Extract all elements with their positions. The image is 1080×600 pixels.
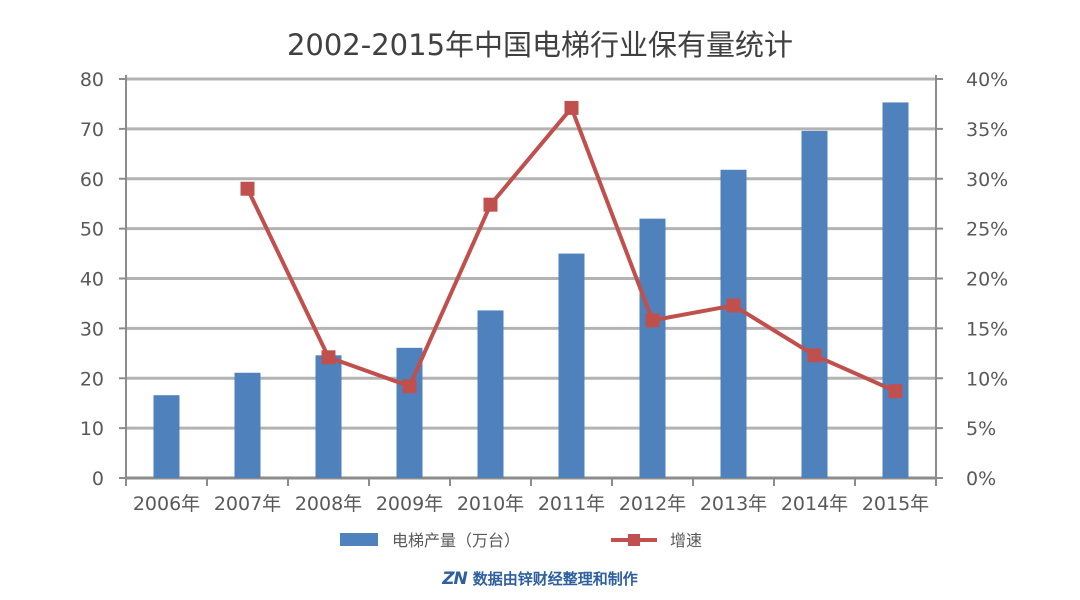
y-left-tick-label: 40 [80, 269, 104, 291]
y-right-tick-label: 0% [966, 468, 996, 490]
y-right-tick-label: 25% [966, 219, 1008, 241]
y-right-tick-label: 35% [966, 119, 1008, 141]
y-left-tick-label: 20 [80, 368, 104, 390]
legend-bar-swatch [340, 533, 378, 546]
y-left-tick-label: 30 [80, 318, 104, 340]
x-tick-label: 2011年 [538, 493, 605, 515]
growth-point [240, 181, 255, 196]
x-tick-label: 2013年 [700, 493, 767, 515]
x-tick-label: 2009年 [376, 493, 443, 515]
chart-legend: 电梯产量（万台） 增速 [0, 524, 1080, 554]
bar [477, 310, 504, 478]
y-left-tick-label: 80 [80, 69, 104, 91]
growth-point [402, 379, 417, 394]
y-left-tick-label: 0 [92, 468, 104, 490]
bar [558, 253, 585, 478]
y-right-tick-label: 5% [966, 418, 996, 440]
y-left-tick-label: 70 [80, 119, 104, 141]
growth-point [321, 350, 336, 365]
growth-point [645, 313, 660, 328]
bar [720, 169, 747, 478]
bar [882, 102, 909, 478]
growth-point [726, 298, 741, 313]
x-tick-label: 2010年 [457, 493, 524, 515]
y-right-tick-label: 15% [966, 318, 1008, 340]
y-left-tick-label: 10 [80, 418, 104, 440]
legend-bar-label: 电梯产量（万台） [392, 531, 521, 550]
y-right-tick-label: 10% [966, 368, 1008, 390]
legend-line-label: 增速 [670, 531, 703, 550]
growth-point [888, 384, 903, 399]
y-right-tick-label: 20% [966, 269, 1008, 291]
x-tick-label: 2007年 [214, 493, 281, 515]
bar [801, 130, 828, 478]
chart-title: 2002-2015年中国电梯行业保有量统计 [286, 28, 794, 62]
x-tick-label: 2012年 [619, 493, 686, 515]
x-tick-label: 2008年 [295, 493, 362, 515]
credit-text: 数据由锌财经整理和制作 [472, 570, 638, 588]
x-tick-label: 2015年 [862, 493, 929, 515]
bar [234, 372, 261, 478]
legend-line-swatch [611, 534, 657, 546]
source-credit: ZN 数据由锌财经整理和制作 [0, 568, 1080, 589]
bar [153, 395, 180, 478]
zn-logo: ZN [442, 568, 468, 589]
bar [639, 218, 666, 478]
y-left-tick-label: 50 [80, 219, 104, 241]
y-right-tick-label: 40% [966, 69, 1008, 91]
bar [315, 355, 342, 478]
growth-point [564, 100, 579, 115]
y-left-tick-label: 60 [80, 169, 104, 191]
growth-point [807, 348, 822, 363]
x-tick-label: 2006年 [133, 493, 200, 515]
x-tick-label: 2014年 [781, 493, 848, 515]
growth-point [483, 197, 498, 212]
y-right-tick-label: 30% [966, 169, 1008, 191]
